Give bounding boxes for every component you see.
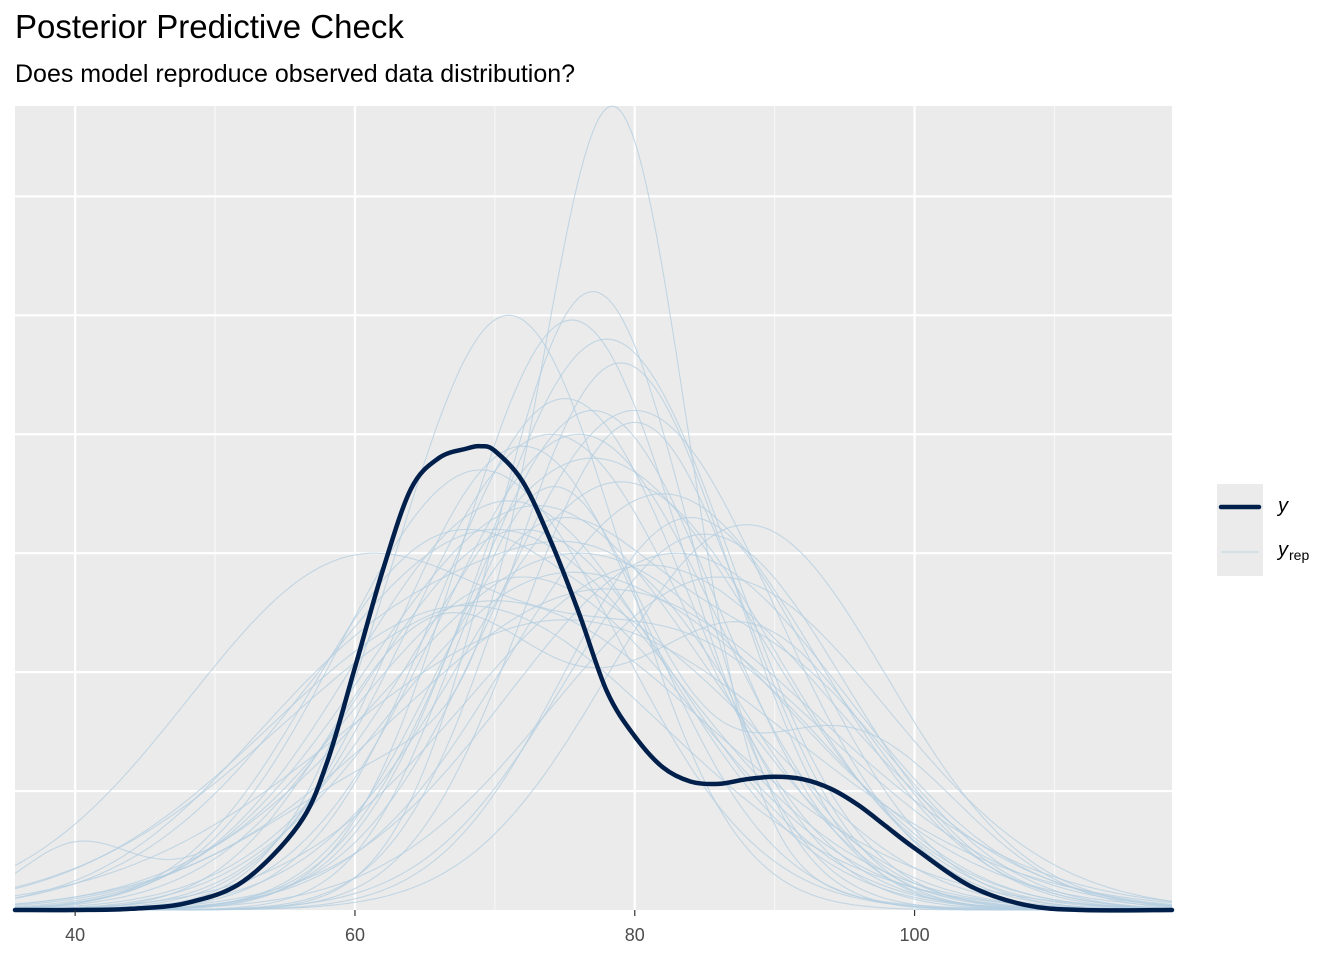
yrep-density-line <box>15 398 1172 911</box>
yrep-density-line <box>15 409 1172 911</box>
chart-subtitle: Does model reproduce observed data distr… <box>15 60 576 88</box>
legend-label-y: y <box>1276 495 1289 517</box>
x-tick-label: 60 <box>345 925 365 945</box>
yrep-density-line <box>14 619 1173 904</box>
yrep-density-line <box>14 612 1173 911</box>
yrep-density-line <box>14 445 1172 911</box>
yrep-density-line <box>14 604 1172 911</box>
y-density-line <box>12 443 1175 913</box>
yrep-density-line <box>14 540 1172 911</box>
yrep-density-line <box>14 588 1173 905</box>
observed-series <box>12 443 1175 913</box>
yrep-density-line <box>15 552 1173 911</box>
x-tick-label: 80 <box>625 925 645 945</box>
x-axis: 40 60 80 100 <box>65 910 930 945</box>
yrep-density-line <box>15 493 1173 911</box>
x-tick-label: 40 <box>65 925 85 945</box>
yrep-density-line <box>14 505 1173 911</box>
legend-label-yrep: yrep <box>1276 539 1309 563</box>
legend: y yrep <box>1217 484 1309 576</box>
legend-key-background <box>1217 484 1263 576</box>
x-tick-label: 100 <box>900 925 930 945</box>
yrep-density-line <box>14 500 1172 911</box>
yrep-density-line <box>15 533 1173 911</box>
yrep-density-line <box>15 338 1172 911</box>
yrep-density-line <box>14 552 1173 910</box>
major-gridlines <box>15 106 1172 910</box>
chart-title: Posterior Predictive Check <box>15 8 404 45</box>
plot-panel <box>15 106 1172 910</box>
yrep-density-line <box>14 571 1173 910</box>
yrep-density-line <box>14 528 1172 911</box>
yrep-density-line <box>15 314 1172 911</box>
yrep-density-line <box>14 457 1173 910</box>
replicate-series <box>14 105 1173 911</box>
